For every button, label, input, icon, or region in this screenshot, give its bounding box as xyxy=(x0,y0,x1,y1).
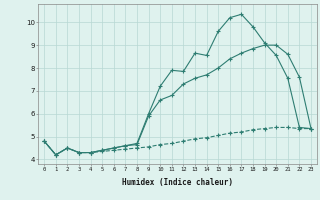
X-axis label: Humidex (Indice chaleur): Humidex (Indice chaleur) xyxy=(122,178,233,187)
